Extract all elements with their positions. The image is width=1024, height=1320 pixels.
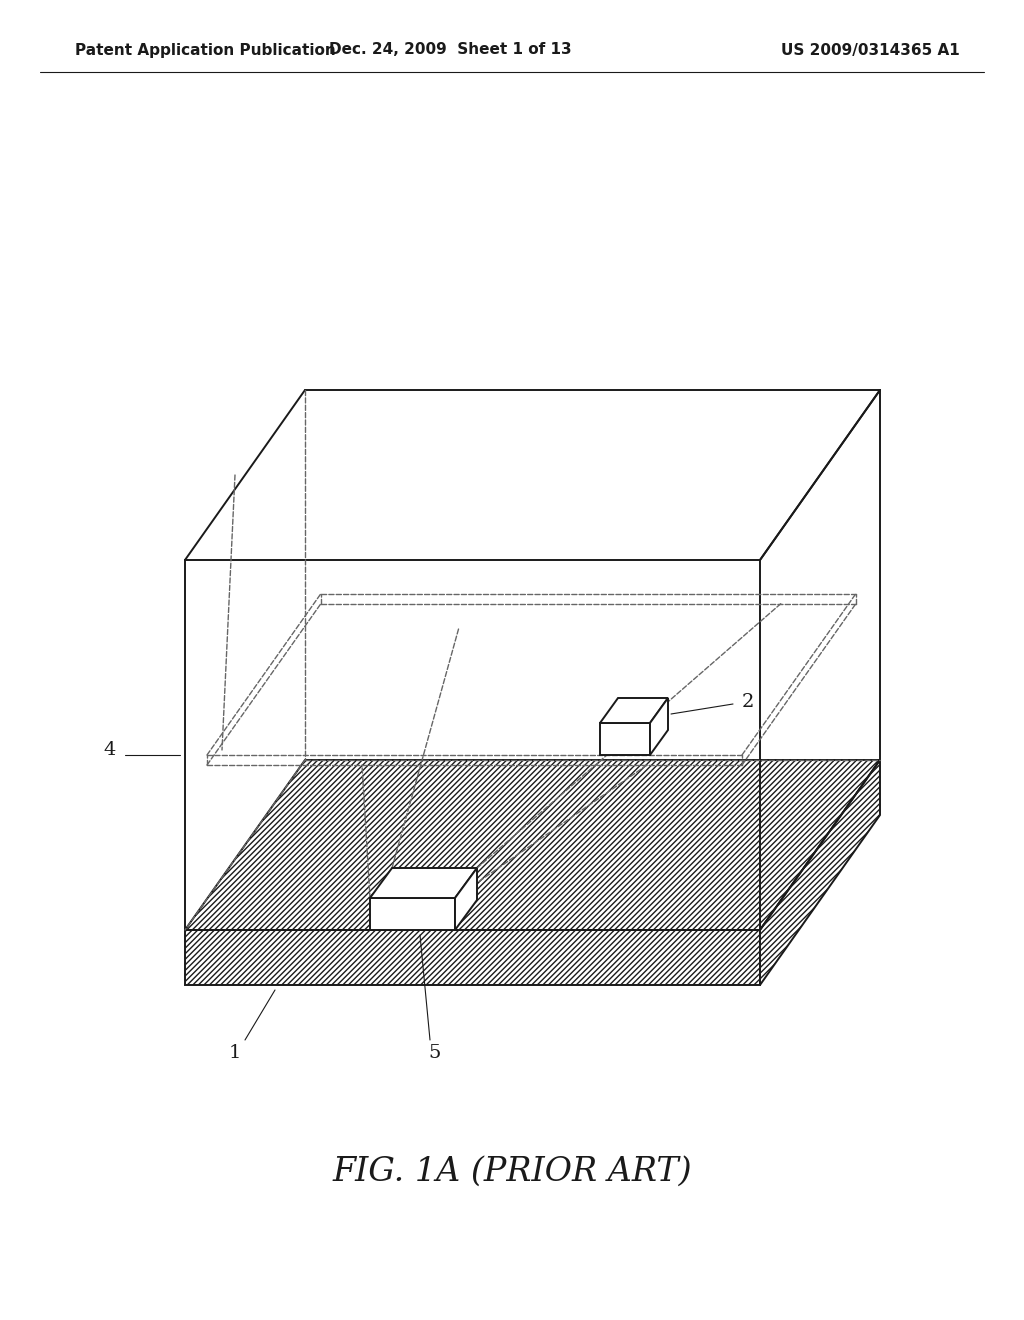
Polygon shape [370,869,477,898]
Text: 2: 2 [741,693,755,711]
Text: 5: 5 [429,1044,441,1063]
Polygon shape [185,931,760,985]
Polygon shape [600,723,650,755]
Text: Dec. 24, 2009  Sheet 1 of 13: Dec. 24, 2009 Sheet 1 of 13 [329,42,571,58]
Polygon shape [185,760,880,931]
Text: US 2009/0314365 A1: US 2009/0314365 A1 [781,42,961,58]
Polygon shape [650,698,668,755]
Polygon shape [600,698,668,723]
Text: Patent Application Publication: Patent Application Publication [75,42,336,58]
Polygon shape [370,898,455,931]
Text: 1: 1 [228,1044,242,1063]
Text: FIG. 1A (PRIOR ART): FIG. 1A (PRIOR ART) [332,1156,692,1188]
Polygon shape [455,869,477,931]
Text: 4: 4 [103,741,116,759]
Polygon shape [760,760,880,985]
